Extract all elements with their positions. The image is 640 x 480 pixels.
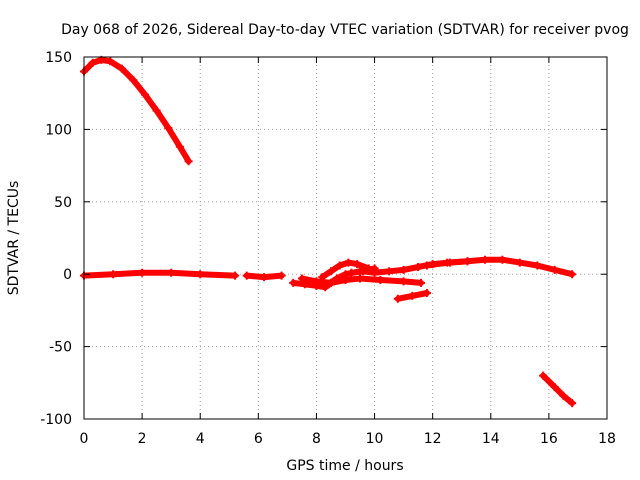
data-point — [109, 270, 118, 279]
data-point — [353, 260, 362, 269]
data-point — [399, 277, 408, 286]
data-point — [196, 270, 205, 279]
data-point — [289, 278, 298, 287]
data-point — [175, 142, 184, 151]
data-point — [277, 271, 286, 280]
grid — [84, 57, 607, 419]
data-point — [515, 258, 524, 267]
axis-ticks: 0 2 4 6 8 10 12 14 16 18 -100 -50 0 50 100 150 — [40, 50, 616, 447]
y-axis-label: SDTVAR / TECUs — [6, 181, 22, 296]
x-tick-label: 10 — [366, 431, 384, 447]
y-tick-label: 150 — [45, 50, 72, 66]
data-point — [138, 268, 147, 277]
data-point — [358, 267, 367, 276]
x-tick-label: 16 — [540, 431, 558, 447]
data-point — [568, 399, 577, 408]
data-point — [463, 257, 472, 266]
data-point — [370, 268, 379, 277]
data-point — [559, 391, 568, 400]
data-point — [88, 58, 97, 67]
x-tick-label: 12 — [424, 431, 442, 447]
data-point — [242, 271, 251, 280]
data-point — [335, 261, 344, 270]
x-tick-label: 4 — [196, 431, 205, 447]
data-point — [329, 277, 338, 286]
data-point — [393, 294, 402, 303]
data-point — [129, 76, 138, 85]
data-point — [341, 276, 350, 284]
data-point — [385, 267, 394, 276]
x-tick-label: 0 — [80, 431, 89, 447]
data-point — [117, 64, 126, 73]
data-point — [152, 106, 161, 115]
x-tick-label: 18 — [598, 431, 616, 447]
data-point — [318, 273, 327, 282]
data-point — [344, 258, 353, 267]
data-point — [539, 371, 548, 380]
data-point — [422, 261, 431, 270]
x-tick-label: 14 — [482, 431, 500, 447]
data-point — [167, 268, 176, 277]
series-arc-1 — [81, 56, 192, 165]
data-point — [297, 274, 306, 283]
data-point — [184, 157, 193, 166]
y-tick-label: 100 — [45, 122, 72, 138]
chart-title: Day 068 of 2026, Sidereal Day-to-day VTE… — [61, 22, 629, 38]
series-arc-2 — [81, 269, 239, 279]
data-point — [312, 281, 321, 290]
x-tick-label: 8 — [312, 431, 321, 447]
data-point — [321, 283, 330, 292]
y-tick-label: -100 — [40, 412, 72, 428]
data-point — [414, 263, 423, 271]
data-point — [356, 274, 364, 283]
y-tick-label: -50 — [49, 340, 72, 356]
data-series — [80, 55, 577, 408]
data-point — [399, 265, 408, 274]
data-point — [106, 57, 115, 66]
data-point — [550, 265, 559, 274]
y-tick-label: 50 — [54, 195, 72, 211]
data-point — [443, 258, 452, 267]
data-point — [481, 255, 489, 264]
data-point — [417, 278, 425, 287]
data-point — [498, 255, 507, 264]
x-axis-label: GPS time / hours — [286, 458, 403, 474]
data-point — [550, 383, 559, 392]
x-tick-label: 6 — [254, 431, 263, 447]
data-point — [568, 270, 577, 279]
data-point — [347, 268, 356, 277]
data-point — [376, 276, 385, 284]
plot-frame — [83, 56, 608, 420]
data-point — [164, 124, 173, 132]
data-point — [141, 90, 149, 99]
data-point — [327, 267, 335, 276]
data-point — [260, 273, 269, 282]
data-point — [422, 289, 431, 297]
data-point — [533, 261, 542, 270]
data-point — [408, 291, 417, 300]
y-tick-label: 0 — [63, 267, 72, 283]
series-arc-11 — [540, 372, 576, 407]
x-tick-label: 2 — [138, 431, 147, 447]
data-point — [231, 271, 240, 280]
